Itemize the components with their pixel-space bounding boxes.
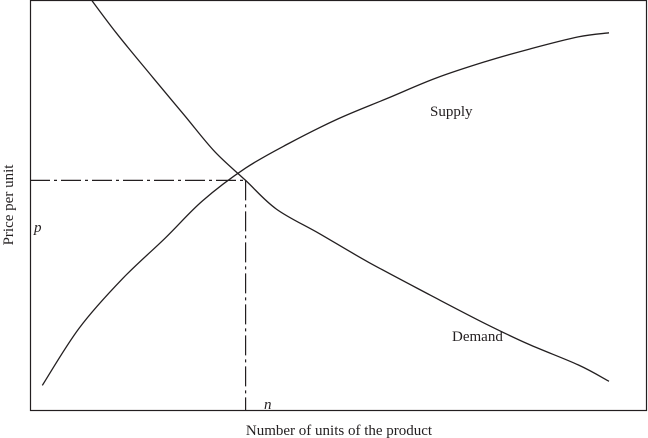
demand-curve — [90, 0, 610, 382]
plot-frame — [29, 0, 648, 412]
supply-curve — [41, 32, 610, 386]
demand-series-label: Demand — [452, 329, 503, 345]
equilibrium-price-label: p — [33, 220, 42, 236]
equilibrium-quantity-label: n — [264, 397, 272, 413]
supply-series-label: Supply — [430, 104, 473, 120]
y-axis-label: Price per unit — [1, 164, 17, 246]
x-axis-label: Number of units of the product — [246, 423, 433, 438]
